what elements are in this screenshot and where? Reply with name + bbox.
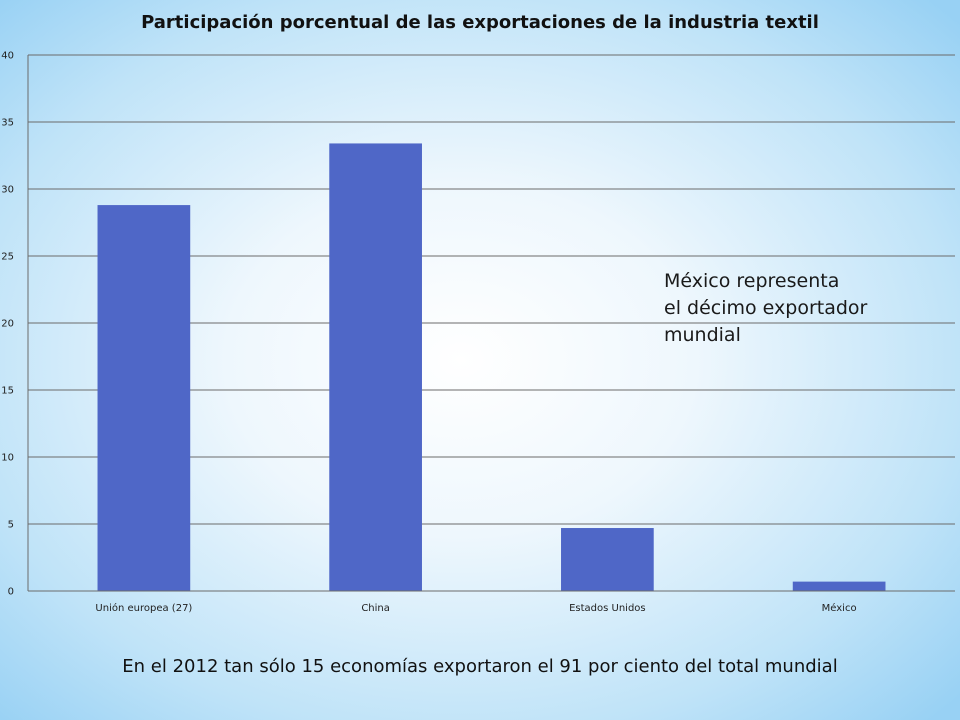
y-tick-label: 20 xyxy=(1,319,14,330)
mexico-annotation: México representa el décimo exportador m… xyxy=(664,268,867,349)
bar xyxy=(329,143,422,591)
y-tick-label: 15 xyxy=(1,386,14,397)
y-tick-label: 25 xyxy=(1,252,14,263)
bar xyxy=(97,205,191,591)
annotation-line: mundial xyxy=(664,324,741,346)
bars xyxy=(97,143,886,591)
y-tick-label: 35 xyxy=(1,118,14,129)
x-tick-label: Unión europea (27) xyxy=(95,602,192,614)
annotation-line: México representa xyxy=(664,270,840,292)
axes xyxy=(27,55,955,592)
x-tick-label: China xyxy=(361,603,390,614)
x-tick-labels: Unión europea (27) China Estados Unidos Méx… xyxy=(95,602,856,614)
y-tick-label: 30 xyxy=(1,185,14,196)
bar xyxy=(561,528,654,591)
bar xyxy=(792,581,886,591)
x-tick-label: Estados Unidos xyxy=(569,603,646,614)
x-tick-label: México xyxy=(822,602,857,614)
y-tick-label: 0 xyxy=(8,587,14,598)
footer-caption: En el 2012 tan sólo 15 economías exporta… xyxy=(122,656,838,677)
y-tick-label: 40 xyxy=(1,51,14,62)
y-tick-label: 5 xyxy=(8,520,14,531)
chart-title: Participación porcentual de las exportac… xyxy=(141,12,819,33)
y-tick-labels: 0 5 10 15 20 25 30 35 40 xyxy=(1,51,14,598)
y-tick-label: 10 xyxy=(1,453,14,464)
annotation-line: el décimo exportador xyxy=(664,297,868,319)
